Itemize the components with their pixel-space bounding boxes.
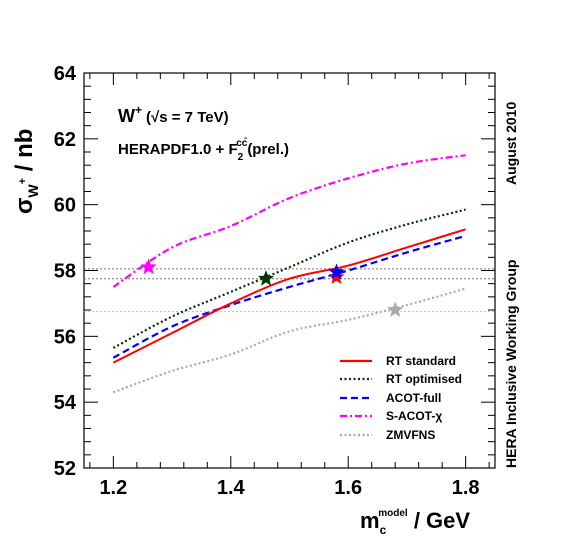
star-marker-rt-standard — [328, 268, 345, 285]
legend: RT standard RT optimised ACOT-full S-ACO… — [340, 354, 462, 442]
y-tick-labels: 52 54 56 58 60 62 64 — [54, 63, 77, 480]
legend-label-s-acot-chi: S-ACOT-χ — [386, 409, 442, 423]
y-tick-label: 58 — [54, 261, 76, 283]
series-curves — [112, 154, 466, 394]
y-tick-label: 62 — [54, 129, 76, 151]
y-tick-label: 54 — [54, 392, 77, 414]
x-tick-labels: 1.2 1.4 1.6 1.8 — [99, 477, 479, 499]
legend-label-acot-full: ACOT-full — [386, 391, 441, 405]
reference-lines — [84, 268, 495, 313]
x-tick-label: 1.4 — [217, 477, 246, 499]
star-marker-acot-full — [328, 263, 345, 280]
star-marker-s-acot-chi — [140, 258, 157, 275]
y-tick-label: 56 — [54, 326, 76, 348]
y-axis-label: σW+ / nb — [11, 129, 41, 214]
pdf-annotation: HERAPDF1.0 + F2cc̄(prel.) — [118, 137, 289, 163]
x-axis-label: mcmodel / GeV — [360, 508, 470, 537]
x-tick-label: 1.8 — [452, 477, 480, 499]
series-line-rt-standard — [112, 228, 466, 364]
x-tick-label: 1.2 — [99, 477, 127, 499]
star-marker-zmvfns — [386, 301, 404, 318]
process-annotation: W+ (√s = 7 TeV) — [118, 103, 229, 126]
series-line-s-acot-chi — [112, 154, 466, 288]
series-line-rt-optimised — [112, 208, 466, 349]
group-label: HERA Inclusive Working Group — [503, 260, 519, 468]
series-line-zmvfns — [112, 287, 466, 394]
legend-label-rt-standard: RT standard — [386, 354, 456, 368]
x-tick-label: 1.6 — [334, 477, 362, 499]
star-marker-rt-optimised — [257, 270, 275, 286]
legend-label-zmvfns: ZMVFNS — [386, 428, 435, 442]
date-label: August 2010 — [503, 102, 519, 185]
y-tick-label: 64 — [54, 63, 77, 85]
y-tick-label: 52 — [54, 458, 76, 480]
series-line-acot-full — [112, 234, 466, 359]
y-tick-label: 60 — [54, 195, 76, 217]
legend-label-rt-optimised: RT optimised — [386, 372, 462, 386]
star-markers — [140, 258, 404, 318]
axis-ticks — [84, 72, 495, 469]
